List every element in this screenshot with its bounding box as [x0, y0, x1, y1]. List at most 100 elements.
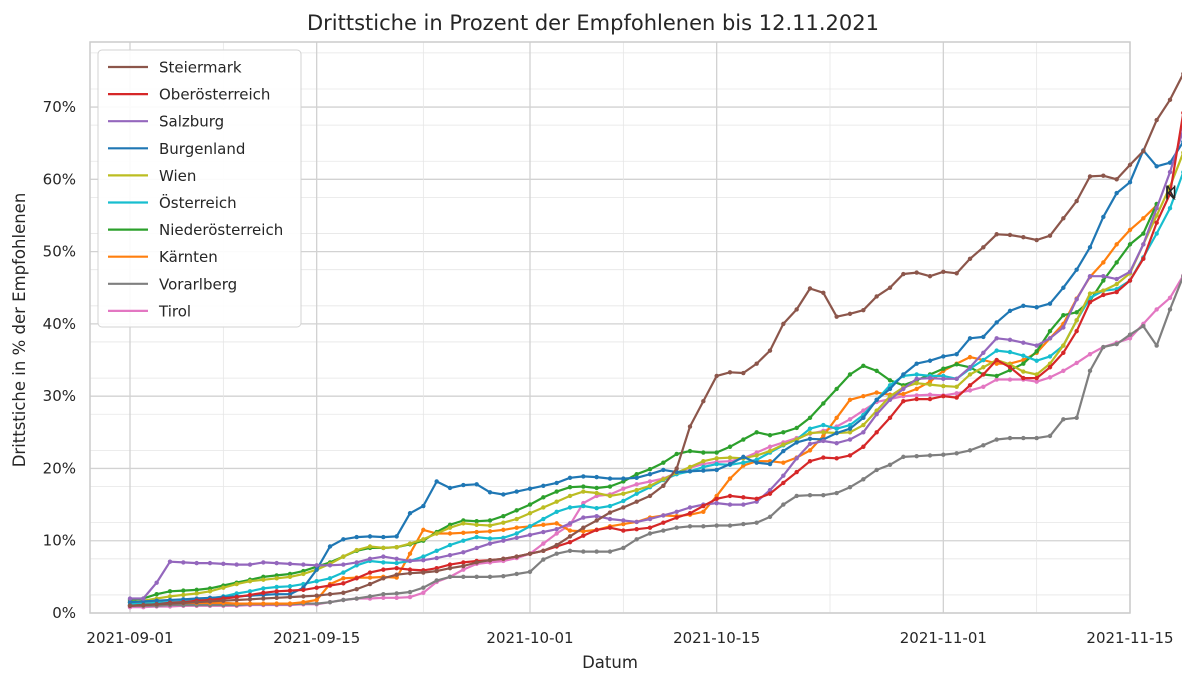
data-point	[914, 372, 919, 377]
data-point	[1114, 341, 1119, 347]
y-tick-label: 0%	[52, 604, 76, 622]
data-point	[434, 578, 439, 583]
data-point	[367, 575, 373, 580]
data-point	[781, 473, 786, 478]
data-point	[634, 482, 639, 487]
data-point	[247, 562, 253, 567]
data-point	[1021, 361, 1026, 366]
data-point	[687, 524, 693, 529]
data-point	[1007, 435, 1013, 441]
data-point	[367, 581, 373, 587]
data-point	[1114, 276, 1119, 282]
data-point	[967, 354, 973, 360]
end-label: N	[1165, 183, 1177, 202]
data-point	[554, 509, 559, 515]
data-point	[714, 496, 719, 501]
data-point	[954, 384, 959, 389]
data-point	[821, 438, 826, 444]
data-point	[781, 321, 786, 327]
data-point	[261, 596, 266, 601]
data-point	[327, 563, 333, 568]
data-point	[447, 542, 453, 548]
data-point	[274, 589, 279, 594]
data-point	[887, 378, 893, 383]
series-line	[130, 129, 1182, 600]
data-point	[727, 493, 733, 499]
data-point	[1114, 281, 1119, 287]
data-point	[754, 361, 759, 366]
data-point	[327, 599, 333, 605]
data-point	[621, 498, 626, 504]
data-point	[821, 422, 826, 428]
data-point	[861, 444, 866, 449]
data-point	[327, 583, 333, 588]
data-point	[727, 461, 733, 467]
data-point	[741, 521, 746, 527]
data-point	[914, 376, 919, 382]
data-point	[287, 601, 293, 606]
data-point	[514, 531, 519, 536]
data-point	[1074, 318, 1079, 323]
data-point	[1047, 433, 1053, 439]
legend-entry: Tirol	[158, 302, 191, 320]
data-point	[381, 534, 386, 540]
data-point	[567, 485, 573, 490]
data-point	[194, 587, 199, 593]
data-point	[994, 373, 999, 379]
data-point	[674, 466, 679, 471]
data-point	[714, 500, 719, 506]
data-point	[1154, 343, 1159, 348]
data-point	[834, 386, 839, 392]
data-point	[1047, 233, 1053, 238]
data-point	[1074, 267, 1079, 272]
data-point	[514, 516, 519, 522]
data-point	[1141, 148, 1146, 154]
data-point	[647, 493, 653, 499]
data-point	[154, 598, 159, 603]
data-point	[1047, 336, 1053, 341]
data-point	[554, 499, 559, 504]
data-point	[407, 511, 413, 516]
data-point	[794, 493, 799, 499]
data-point	[781, 502, 786, 507]
data-point	[1074, 360, 1079, 366]
data-point	[847, 311, 853, 316]
data-point	[914, 453, 919, 459]
data-point	[501, 556, 506, 561]
data-point	[847, 397, 853, 402]
data-point	[327, 544, 333, 549]
data-point	[647, 466, 653, 472]
data-point	[901, 271, 906, 277]
data-point	[261, 560, 266, 565]
data-point	[554, 531, 559, 536]
data-point	[141, 596, 146, 601]
data-point	[1141, 231, 1146, 236]
data-point	[487, 523, 493, 528]
data-point	[314, 601, 319, 606]
data-point	[701, 450, 706, 455]
legend-entry: Oberösterreich	[159, 86, 270, 104]
data-point	[701, 459, 706, 464]
data-point	[621, 505, 626, 510]
data-point	[847, 430, 853, 435]
data-point	[847, 372, 853, 377]
data-point	[1034, 349, 1039, 354]
data-point	[714, 456, 719, 461]
data-point	[1047, 328, 1053, 334]
data-point	[754, 460, 759, 465]
data-point	[754, 453, 759, 458]
data-point	[514, 535, 519, 541]
y-tick-label: 60%	[43, 170, 76, 188]
data-point	[394, 545, 399, 550]
data-point	[607, 503, 613, 509]
data-point	[447, 562, 453, 567]
legend: Steiermark Oberösterreich Salzburg Burgenla…	[97, 49, 302, 328]
data-point	[1167, 307, 1173, 312]
series-Wien	[127, 150, 1182, 605]
data-point	[487, 529, 493, 534]
data-point	[1061, 343, 1066, 348]
data-point	[1154, 220, 1159, 225]
legend-entry: Niederösterreich	[159, 221, 283, 239]
data-point	[901, 399, 906, 404]
data-point	[954, 376, 959, 382]
